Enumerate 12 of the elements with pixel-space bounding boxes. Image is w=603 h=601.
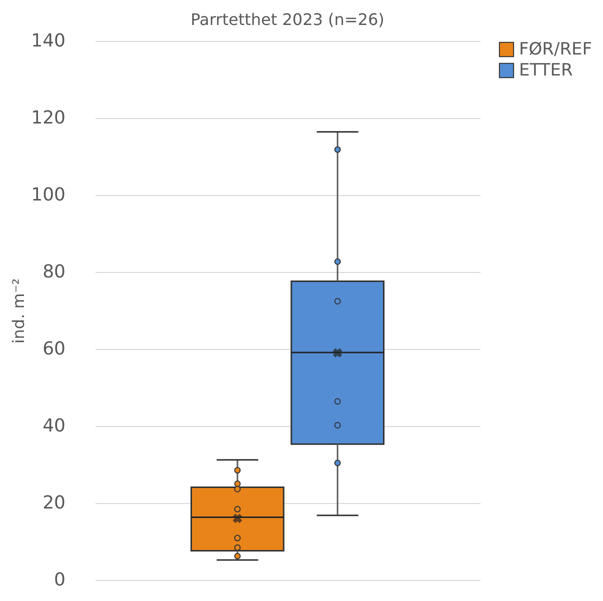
y-tick-label: 140 xyxy=(31,30,66,52)
y-axis-title: ind. m⁻² xyxy=(9,278,28,344)
y-tick-label: 60 xyxy=(42,338,66,360)
y-tick-label: 120 xyxy=(31,108,66,128)
chart-title: Parrtetthet 2023 (n=26) xyxy=(190,10,384,29)
y-tick-label: 80 xyxy=(42,262,66,282)
legend-label: ETTER xyxy=(519,60,573,80)
y-tick-label: 20 xyxy=(42,492,66,514)
y-tick-label: 40 xyxy=(42,416,66,436)
y-tick-label: 100 xyxy=(31,184,66,206)
y-tick-label: 0 xyxy=(54,570,66,590)
legend-label: FØR/REF xyxy=(519,40,592,60)
